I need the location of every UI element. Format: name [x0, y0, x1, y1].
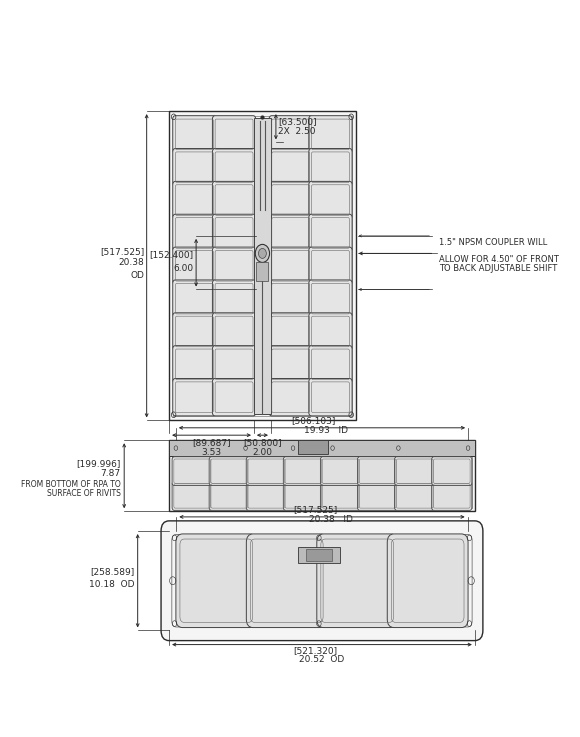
Text: [63.500]: [63.500] [278, 118, 317, 127]
FancyBboxPatch shape [320, 457, 361, 486]
Text: 2.00: 2.00 [252, 447, 273, 457]
Text: [152.400]: [152.400] [150, 251, 194, 259]
Bar [256, 262, 269, 281]
FancyBboxPatch shape [387, 534, 468, 628]
FancyBboxPatch shape [269, 346, 313, 383]
FancyBboxPatch shape [269, 247, 313, 284]
FancyBboxPatch shape [161, 521, 483, 640]
Bar [254, 118, 271, 413]
FancyBboxPatch shape [269, 116, 313, 153]
FancyBboxPatch shape [394, 457, 435, 486]
Bar [169, 440, 475, 511]
FancyBboxPatch shape [173, 214, 216, 251]
Circle shape [259, 248, 266, 259]
Bar [173, 116, 352, 416]
FancyBboxPatch shape [357, 457, 398, 486]
FancyBboxPatch shape [269, 181, 313, 219]
Text: [50.800]: [50.800] [243, 439, 282, 447]
Text: 20.38: 20.38 [119, 258, 144, 267]
Bar [298, 547, 340, 563]
FancyBboxPatch shape [176, 534, 257, 628]
FancyBboxPatch shape [309, 346, 352, 383]
Text: [521.320]: [521.320] [293, 646, 338, 655]
FancyBboxPatch shape [309, 312, 352, 350]
Bar [169, 111, 356, 420]
FancyBboxPatch shape [172, 457, 212, 486]
FancyBboxPatch shape [246, 534, 327, 628]
FancyBboxPatch shape [269, 149, 313, 186]
FancyBboxPatch shape [212, 181, 256, 219]
FancyBboxPatch shape [173, 116, 216, 153]
FancyBboxPatch shape [172, 481, 212, 510]
Text: [517.525]: [517.525] [100, 247, 144, 256]
FancyBboxPatch shape [269, 312, 313, 350]
FancyBboxPatch shape [309, 379, 352, 416]
Text: FROM BOTTOM OF RPA TO: FROM BOTTOM OF RPA TO [21, 481, 121, 489]
FancyBboxPatch shape [394, 481, 435, 510]
FancyBboxPatch shape [432, 481, 472, 510]
Text: 10.18  OD: 10.18 OD [89, 579, 134, 589]
Text: 20.52  OD: 20.52 OD [299, 654, 345, 664]
FancyBboxPatch shape [173, 247, 216, 284]
Text: ALLOW FOR 4.50" OF FRONT: ALLOW FOR 4.50" OF FRONT [439, 254, 559, 264]
FancyBboxPatch shape [309, 149, 352, 186]
Text: OD: OD [130, 271, 144, 281]
Text: [89.687]: [89.687] [192, 439, 231, 447]
FancyBboxPatch shape [212, 116, 256, 153]
Bar [172, 456, 472, 508]
Text: [506.103]: [506.103] [291, 416, 335, 425]
FancyBboxPatch shape [309, 280, 352, 318]
FancyBboxPatch shape [269, 214, 313, 251]
FancyBboxPatch shape [309, 116, 352, 153]
Bar [169, 440, 475, 456]
FancyBboxPatch shape [357, 481, 398, 510]
FancyBboxPatch shape [283, 481, 324, 510]
FancyBboxPatch shape [212, 149, 256, 186]
Bar [306, 548, 332, 561]
FancyBboxPatch shape [283, 457, 324, 486]
Text: [199.996]: [199.996] [76, 458, 121, 468]
FancyBboxPatch shape [212, 312, 256, 350]
FancyBboxPatch shape [212, 379, 256, 416]
Text: [517.525]: [517.525] [293, 506, 338, 514]
FancyBboxPatch shape [173, 312, 216, 350]
FancyBboxPatch shape [212, 214, 256, 251]
FancyBboxPatch shape [309, 247, 352, 284]
FancyBboxPatch shape [320, 481, 361, 510]
Text: 6.00: 6.00 [174, 264, 194, 273]
Text: 3.53: 3.53 [201, 447, 222, 457]
FancyBboxPatch shape [212, 280, 256, 318]
FancyBboxPatch shape [432, 457, 472, 486]
Text: TO BACK ADJUSTABLE SHIFT: TO BACK ADJUSTABLE SHIFT [439, 264, 557, 273]
FancyBboxPatch shape [173, 280, 216, 318]
FancyBboxPatch shape [212, 247, 256, 284]
Circle shape [255, 245, 270, 262]
Text: 20.38   ID: 20.38 ID [309, 515, 353, 524]
FancyBboxPatch shape [269, 280, 313, 318]
FancyBboxPatch shape [173, 379, 216, 416]
FancyBboxPatch shape [212, 346, 256, 383]
Text: 2X  2.50: 2X 2.50 [278, 127, 316, 136]
Text: [258.589]: [258.589] [90, 567, 134, 576]
Text: 1.5" NPSM COUPLER WILL: 1.5" NPSM COUPLER WILL [439, 237, 547, 247]
Text: 7.87: 7.87 [100, 469, 121, 478]
Text: 19.93   ID: 19.93 ID [304, 426, 349, 435]
FancyBboxPatch shape [246, 457, 287, 486]
FancyBboxPatch shape [246, 481, 287, 510]
Bar [298, 440, 328, 453]
FancyBboxPatch shape [209, 481, 249, 510]
FancyBboxPatch shape [269, 379, 313, 416]
FancyBboxPatch shape [209, 457, 249, 486]
FancyBboxPatch shape [309, 181, 352, 219]
FancyBboxPatch shape [173, 149, 216, 186]
FancyBboxPatch shape [173, 346, 216, 383]
FancyBboxPatch shape [309, 214, 352, 251]
FancyBboxPatch shape [317, 534, 398, 628]
Text: SURFACE OF RIVITS: SURFACE OF RIVITS [47, 489, 121, 498]
FancyBboxPatch shape [173, 181, 216, 219]
